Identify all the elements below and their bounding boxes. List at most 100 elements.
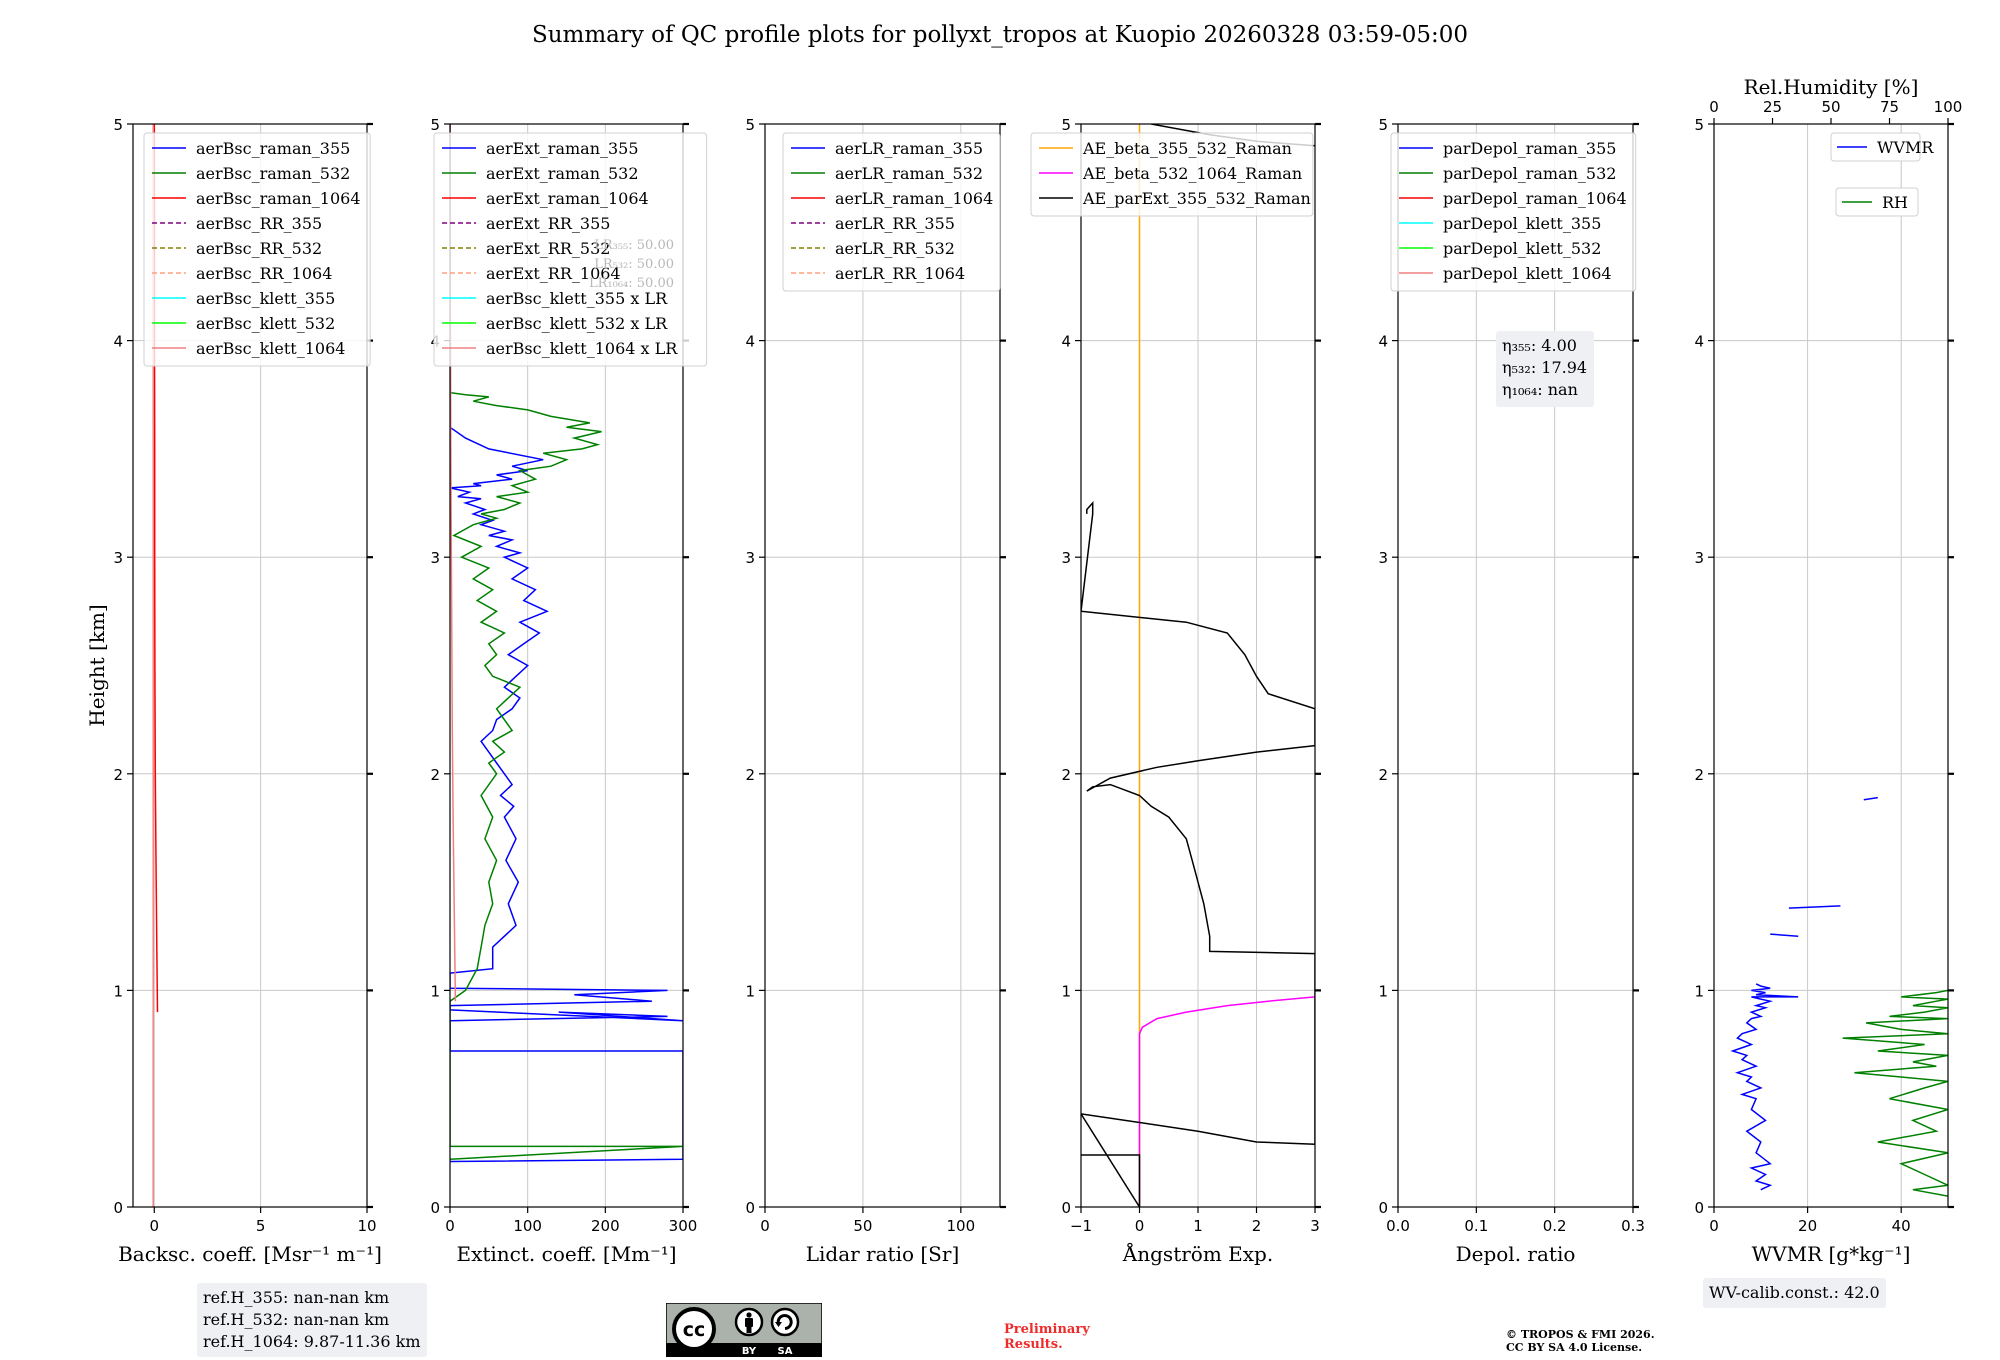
series-line-WVMR_mid — [1770, 933, 1799, 938]
cc-license-badge: cc BY SA — [666, 1303, 822, 1357]
y-tick-label: 4 — [113, 333, 123, 351]
x-axis-label: Depol. ratio — [1456, 1242, 1576, 1266]
legend-label: parDepol_raman_355 — [1443, 139, 1616, 158]
legend-label: parDepol_klett_532 — [1443, 239, 1601, 258]
y-tick-label: 1 — [1694, 982, 1704, 1000]
y-tick-label: 3 — [745, 549, 755, 567]
legend-label: aerLR_raman_532 — [835, 164, 983, 183]
eta-box — [1496, 331, 1594, 407]
legend-label: aerBsc_raman_532 — [196, 164, 350, 183]
legend-label: aerLR_raman_355 — [835, 139, 983, 158]
y-tick-label: 2 — [1694, 766, 1704, 784]
y-tick-label: 4 — [1061, 333, 1071, 351]
legend-label: aerBsc_klett_1064 x LR — [486, 339, 678, 358]
plot-frame — [1397, 123, 1634, 1208]
legend-label: aerExt_RR_1064 — [486, 264, 621, 283]
copyright-line-2: CC BY SA 4.0 License. — [1506, 1341, 1643, 1354]
top-x-tick-label: 0 — [1709, 98, 1719, 116]
x-tick-label: 0.0 — [1386, 1217, 1410, 1235]
y-tick-label: 2 — [113, 766, 123, 784]
wv-calibration-box: WV-calib.const.: 42.0 — [1703, 1278, 1886, 1308]
legend-label: parDepol_klett_355 — [1443, 214, 1601, 233]
eta-annotation: η₁₀₆₄: nan — [1502, 380, 1578, 399]
legend-label: RH — [1882, 193, 1908, 212]
y-tick-label: 5 — [745, 116, 755, 134]
ref-height-1064: ref.H_1064: 9.87-11.36 km — [203, 1332, 421, 1351]
legend-box — [143, 132, 371, 367]
legend-label: aerLR_RR_355 — [835, 214, 955, 233]
x-tick-label: 2 — [1252, 1217, 1262, 1235]
x-tick-label: 5 — [256, 1217, 266, 1235]
legend-label: parDepol_klett_1064 — [1443, 264, 1612, 283]
legend-label: aerBsc_klett_1064 — [196, 339, 345, 358]
x-tick-label: 100 — [513, 1217, 542, 1235]
legend-label: AE_beta_355_532_Raman — [1082, 139, 1292, 158]
cc-logo-icon — [672, 1307, 716, 1351]
y-tick-label: 4 — [745, 333, 755, 351]
legend-box — [782, 132, 1001, 292]
top-axis-label: Rel.Humidity [%] — [1744, 75, 1919, 99]
copyright-notice: © TROPOS & FMI 2026. CC BY SA 4.0 Licens… — [1506, 1328, 1655, 1354]
y-tick-label: 5 — [1378, 116, 1388, 134]
x-axis-label: Ångström Exp. — [1122, 1241, 1273, 1266]
y-tick-label: 0 — [430, 1199, 440, 1217]
series-line-aerExt_raman_355 — [450, 124, 683, 1163]
x-axis-label: Extinct. coeff. [Mm⁻¹] — [456, 1242, 676, 1266]
figure-title: Summary of QC profile plots for pollyxt_… — [531, 22, 1469, 48]
top-x-tick-label: 100 — [1934, 98, 1963, 116]
y-tick-label: 1 — [1061, 982, 1071, 1000]
y-tick-label: 3 — [1694, 549, 1704, 567]
by-label: BY — [742, 1346, 757, 1357]
y-tick-label: 0 — [1061, 1199, 1071, 1217]
y-tick-label: 1 — [113, 982, 123, 1000]
preliminary-line-1: Preliminary — [1004, 1322, 1090, 1337]
y-tick-label: 2 — [745, 766, 755, 784]
y-tick-label: 2 — [1061, 766, 1071, 784]
chart-panel-1: 0 1 2 3 4 5 0 5 10 Backsc. coeff. [Msr⁻¹ m⁻¹] Heig… — [85, 116, 382, 1266]
legend-box — [1830, 132, 1921, 162]
series-line-WVMR — [1730, 983, 1799, 1191]
plot-frame — [764, 123, 1001, 1208]
x-tick-label: 40 — [1892, 1217, 1911, 1235]
legend-label: aerBsc_RR_1064 — [196, 264, 332, 283]
x-tick-label: 0 — [445, 1217, 455, 1235]
y-tick-label: 1 — [745, 982, 755, 1000]
y-tick-label: 4 — [1694, 333, 1704, 351]
copyright-line-1: © TROPOS & FMI 2026. — [1506, 1328, 1655, 1341]
ref-height-355: ref.H_355: nan-nan km — [203, 1288, 390, 1307]
legend-box — [1390, 132, 1637, 292]
x-tick-label: −1 — [1070, 1217, 1092, 1235]
x-tick-label: 0.2 — [1543, 1217, 1567, 1235]
x-tick-label: 0.3 — [1621, 1217, 1645, 1235]
legend-box — [1835, 187, 1919, 217]
x-tick-label: 3 — [1310, 1217, 1320, 1235]
lr-annotation: LR₁₀₆₄: 50.00 — [589, 276, 674, 291]
y-tick-label: 4 — [1378, 333, 1388, 351]
series-line-WVMR_mid2 — [1788, 905, 1841, 909]
legend-label: aerExt_raman_1064 — [486, 189, 649, 208]
x-axis-label: Lidar ratio [Sr] — [806, 1242, 960, 1266]
y-tick-label: 0 — [1694, 1199, 1704, 1217]
legend-label: aerBsc_klett_532 — [196, 314, 335, 333]
x-tick-label: 10 — [357, 1217, 376, 1235]
legend-label: aerBsc_raman_1064 — [196, 189, 361, 208]
eta-annotation: η₃₅₅: 4.00 — [1502, 336, 1577, 355]
ref-height-532: ref.H_532: nan-nan km — [203, 1310, 390, 1329]
y-tick-label: 2 — [430, 766, 440, 784]
legend-label: AE_parExt_355_532_Raman — [1082, 189, 1311, 208]
x-tick-label: 0 — [1135, 1217, 1145, 1235]
legend-label: aerBsc_RR_532 — [196, 239, 322, 258]
legend-label: aerBsc_klett_355 x LR — [486, 289, 668, 308]
y-tick-label: 1 — [1378, 982, 1388, 1000]
x-tick-label: 200 — [591, 1217, 620, 1235]
series-line-aerExt_raman_532 — [450, 124, 683, 1161]
legend-label: aerExt_RR_532 — [486, 239, 610, 258]
sa-label: SA — [778, 1346, 793, 1357]
y-axis-label: Height [km] — [85, 604, 109, 726]
lr-annotation: LR₃₅₅: 50.00 — [594, 238, 674, 253]
plot-frame — [132, 123, 368, 1208]
x-axis-label: WVMR [g*kg⁻¹] — [1752, 1242, 1911, 1266]
legend-label: aerBsc_RR_355 — [196, 214, 322, 233]
